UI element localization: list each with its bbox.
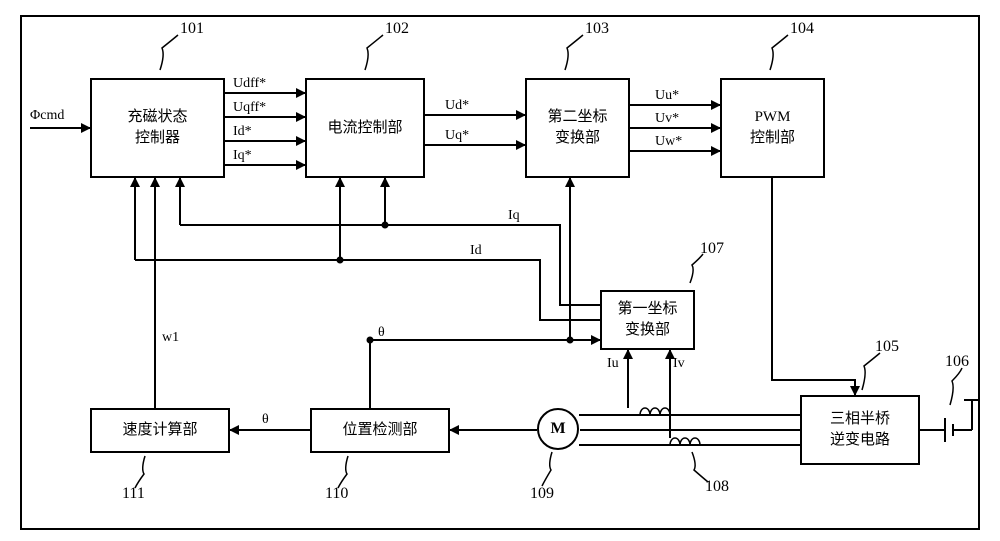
block-104-pwm-control: PWM控制部 [720, 78, 825, 178]
block-109-label: M [550, 420, 565, 438]
label-uu-star: Uu* [655, 88, 679, 104]
label-uqff: Uqff* [233, 100, 266, 116]
block-104-label: PWM控制部 [750, 107, 795, 149]
callout-106: 106 [945, 353, 969, 371]
block-103-label: 第二坐标变换部 [547, 107, 607, 149]
label-w1: w1 [162, 330, 179, 346]
block-109-motor: M [537, 408, 579, 450]
label-id: Id [470, 243, 482, 259]
label-ud-star: Ud* [445, 98, 469, 114]
block-110-label: 位置检测部 [342, 420, 417, 441]
label-phicmd: Φcmd [30, 108, 64, 124]
callout-103: 103 [585, 20, 609, 38]
label-udff: Udff* [233, 76, 266, 92]
label-iq: Iq [508, 208, 520, 224]
label-theta2: θ [262, 412, 269, 428]
callout-107: 107 [700, 240, 724, 258]
callout-110: 110 [325, 485, 348, 503]
block-105-inverter: 三相半桥逆变电路 [800, 395, 920, 465]
label-iq-star: Iq* [233, 148, 252, 164]
callout-104: 104 [790, 20, 814, 38]
label-uq-star: Uq* [445, 128, 469, 144]
label-theta1: θ [378, 325, 385, 341]
block-111-label: 速度计算部 [122, 420, 197, 441]
callout-101: 101 [180, 20, 204, 38]
label-uw-star: Uw* [655, 134, 682, 150]
block-101-magnetization-controller: 充磁状态控制器 [90, 78, 225, 178]
block-107-coord-transform-1: 第一坐标变换部 [600, 290, 695, 350]
callout-109: 109 [530, 485, 554, 503]
block-110-position-detect: 位置检测部 [310, 408, 450, 453]
label-uv-star: Uv* [655, 111, 679, 127]
callout-108: 108 [705, 478, 729, 496]
block-102-label: 电流控制部 [327, 118, 402, 139]
callout-102: 102 [385, 20, 409, 38]
callout-111: 111 [122, 485, 145, 503]
block-102-current-control: 电流控制部 [305, 78, 425, 178]
label-id-star: Id* [233, 124, 252, 140]
block-105-label: 三相半桥逆变电路 [830, 409, 890, 451]
label-iu: Iu [607, 356, 619, 372]
block-111-speed-calc: 速度计算部 [90, 408, 230, 453]
label-iv: Iv [673, 356, 685, 372]
block-103-coord-transform-2: 第二坐标变换部 [525, 78, 630, 178]
block-101-label: 充磁状态控制器 [127, 107, 187, 149]
block-107-label: 第一坐标变换部 [617, 299, 677, 341]
callout-105: 105 [875, 338, 899, 356]
